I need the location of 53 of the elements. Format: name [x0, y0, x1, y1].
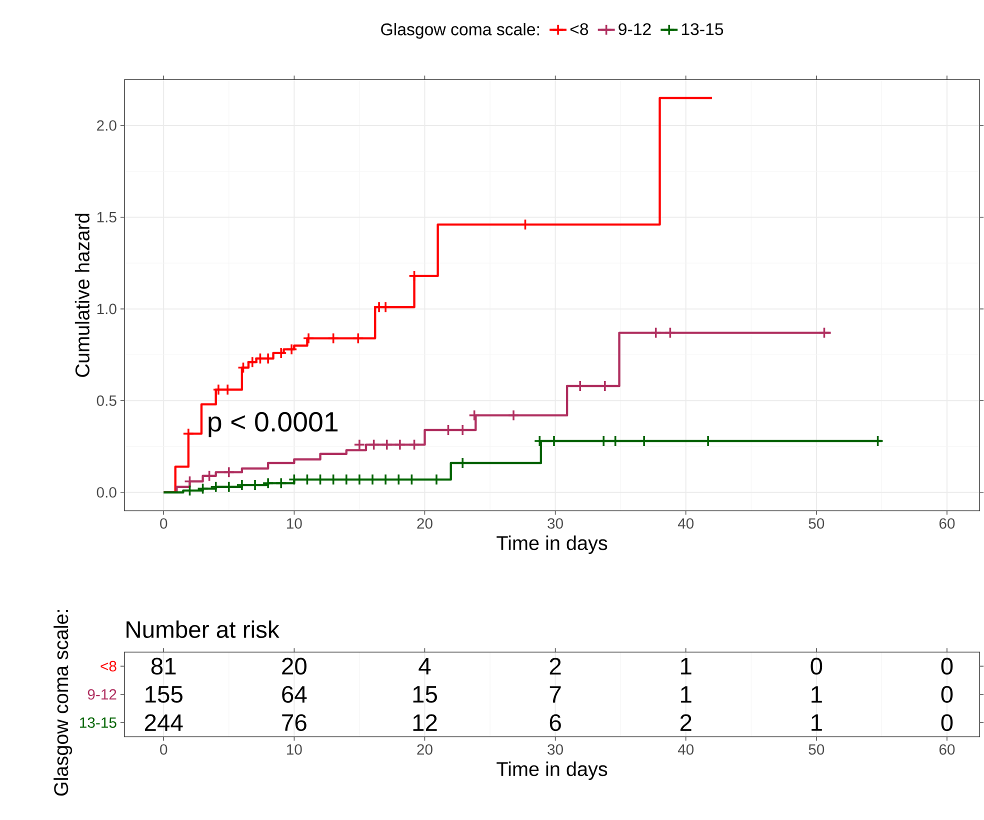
x-tick-label: 30 [548, 518, 563, 529]
y-tick-label: 0.5 [96, 395, 116, 406]
x-tick-label: 60 [939, 518, 955, 529]
legend-label: 9-12 [618, 23, 651, 35]
y-axis-title: Cumulative hazard [74, 214, 90, 377]
legend-label: <8 [570, 23, 588, 35]
y-tick-label: 0.0 [96, 486, 116, 498]
y-axis-title: Glasgow coma scale: [54, 610, 72, 796]
x-tick-label: 40 [678, 518, 694, 529]
x-tick-label: 60 [939, 744, 955, 755]
data-label: 76 [282, 714, 306, 731]
data-label: 2 [550, 658, 561, 674]
y-tick-label: 9-12 [88, 688, 116, 700]
data-label: 1 [812, 714, 822, 731]
x-tick-label: 50 [808, 744, 824, 755]
x-tick-label: 0 [160, 518, 168, 529]
data-label: 0 [941, 686, 953, 703]
y-tick-label: 13-15 [80, 717, 116, 728]
x-tick-label: 10 [287, 518, 302, 529]
data-label: 1 [812, 686, 822, 702]
data-label: 7 [550, 686, 561, 702]
x-axis-title: Time in days [496, 761, 608, 780]
data-label: 20 [282, 658, 306, 674]
annotation: p < 0.0001 [208, 412, 338, 437]
data-label: 81 [151, 658, 176, 674]
data-label: 1 [681, 658, 692, 674]
data-label: 4 [418, 658, 431, 674]
data-label: 15 [413, 686, 437, 703]
y-tick-label: <8 [100, 660, 116, 672]
y-tick-label: 2.0 [97, 120, 116, 131]
data-label: 155 [146, 686, 182, 703]
data-label: 2 [680, 714, 692, 731]
data-label: 1 [681, 686, 692, 702]
data-label: 64 [282, 686, 307, 703]
data-label: 12 [413, 714, 437, 731]
legend-label: 13-15 [682, 23, 724, 35]
x-tick-label: 40 [678, 744, 694, 755]
x-tick-label: 20 [417, 744, 432, 755]
y-tick-label: 1.5 [97, 212, 116, 222]
data-label: 0 [941, 714, 953, 731]
x-tick-label: 0 [160, 744, 168, 755]
data-label: 0 [810, 658, 822, 674]
x-axis-title: Time in days [496, 535, 608, 554]
x-tick-label: 10 [287, 744, 302, 755]
data-label: 6 [550, 714, 561, 731]
data-label: 244 [144, 714, 183, 731]
x-tick-label: 50 [808, 518, 824, 529]
data-label: 0 [941, 658, 953, 674]
legend-title: Glasgow coma scale: [381, 22, 539, 39]
chart-title: Number at risk [126, 620, 280, 638]
x-tick-label: 20 [417, 518, 432, 529]
x-tick-label: 30 [548, 744, 563, 755]
y-tick-label: 1.0 [97, 304, 116, 314]
